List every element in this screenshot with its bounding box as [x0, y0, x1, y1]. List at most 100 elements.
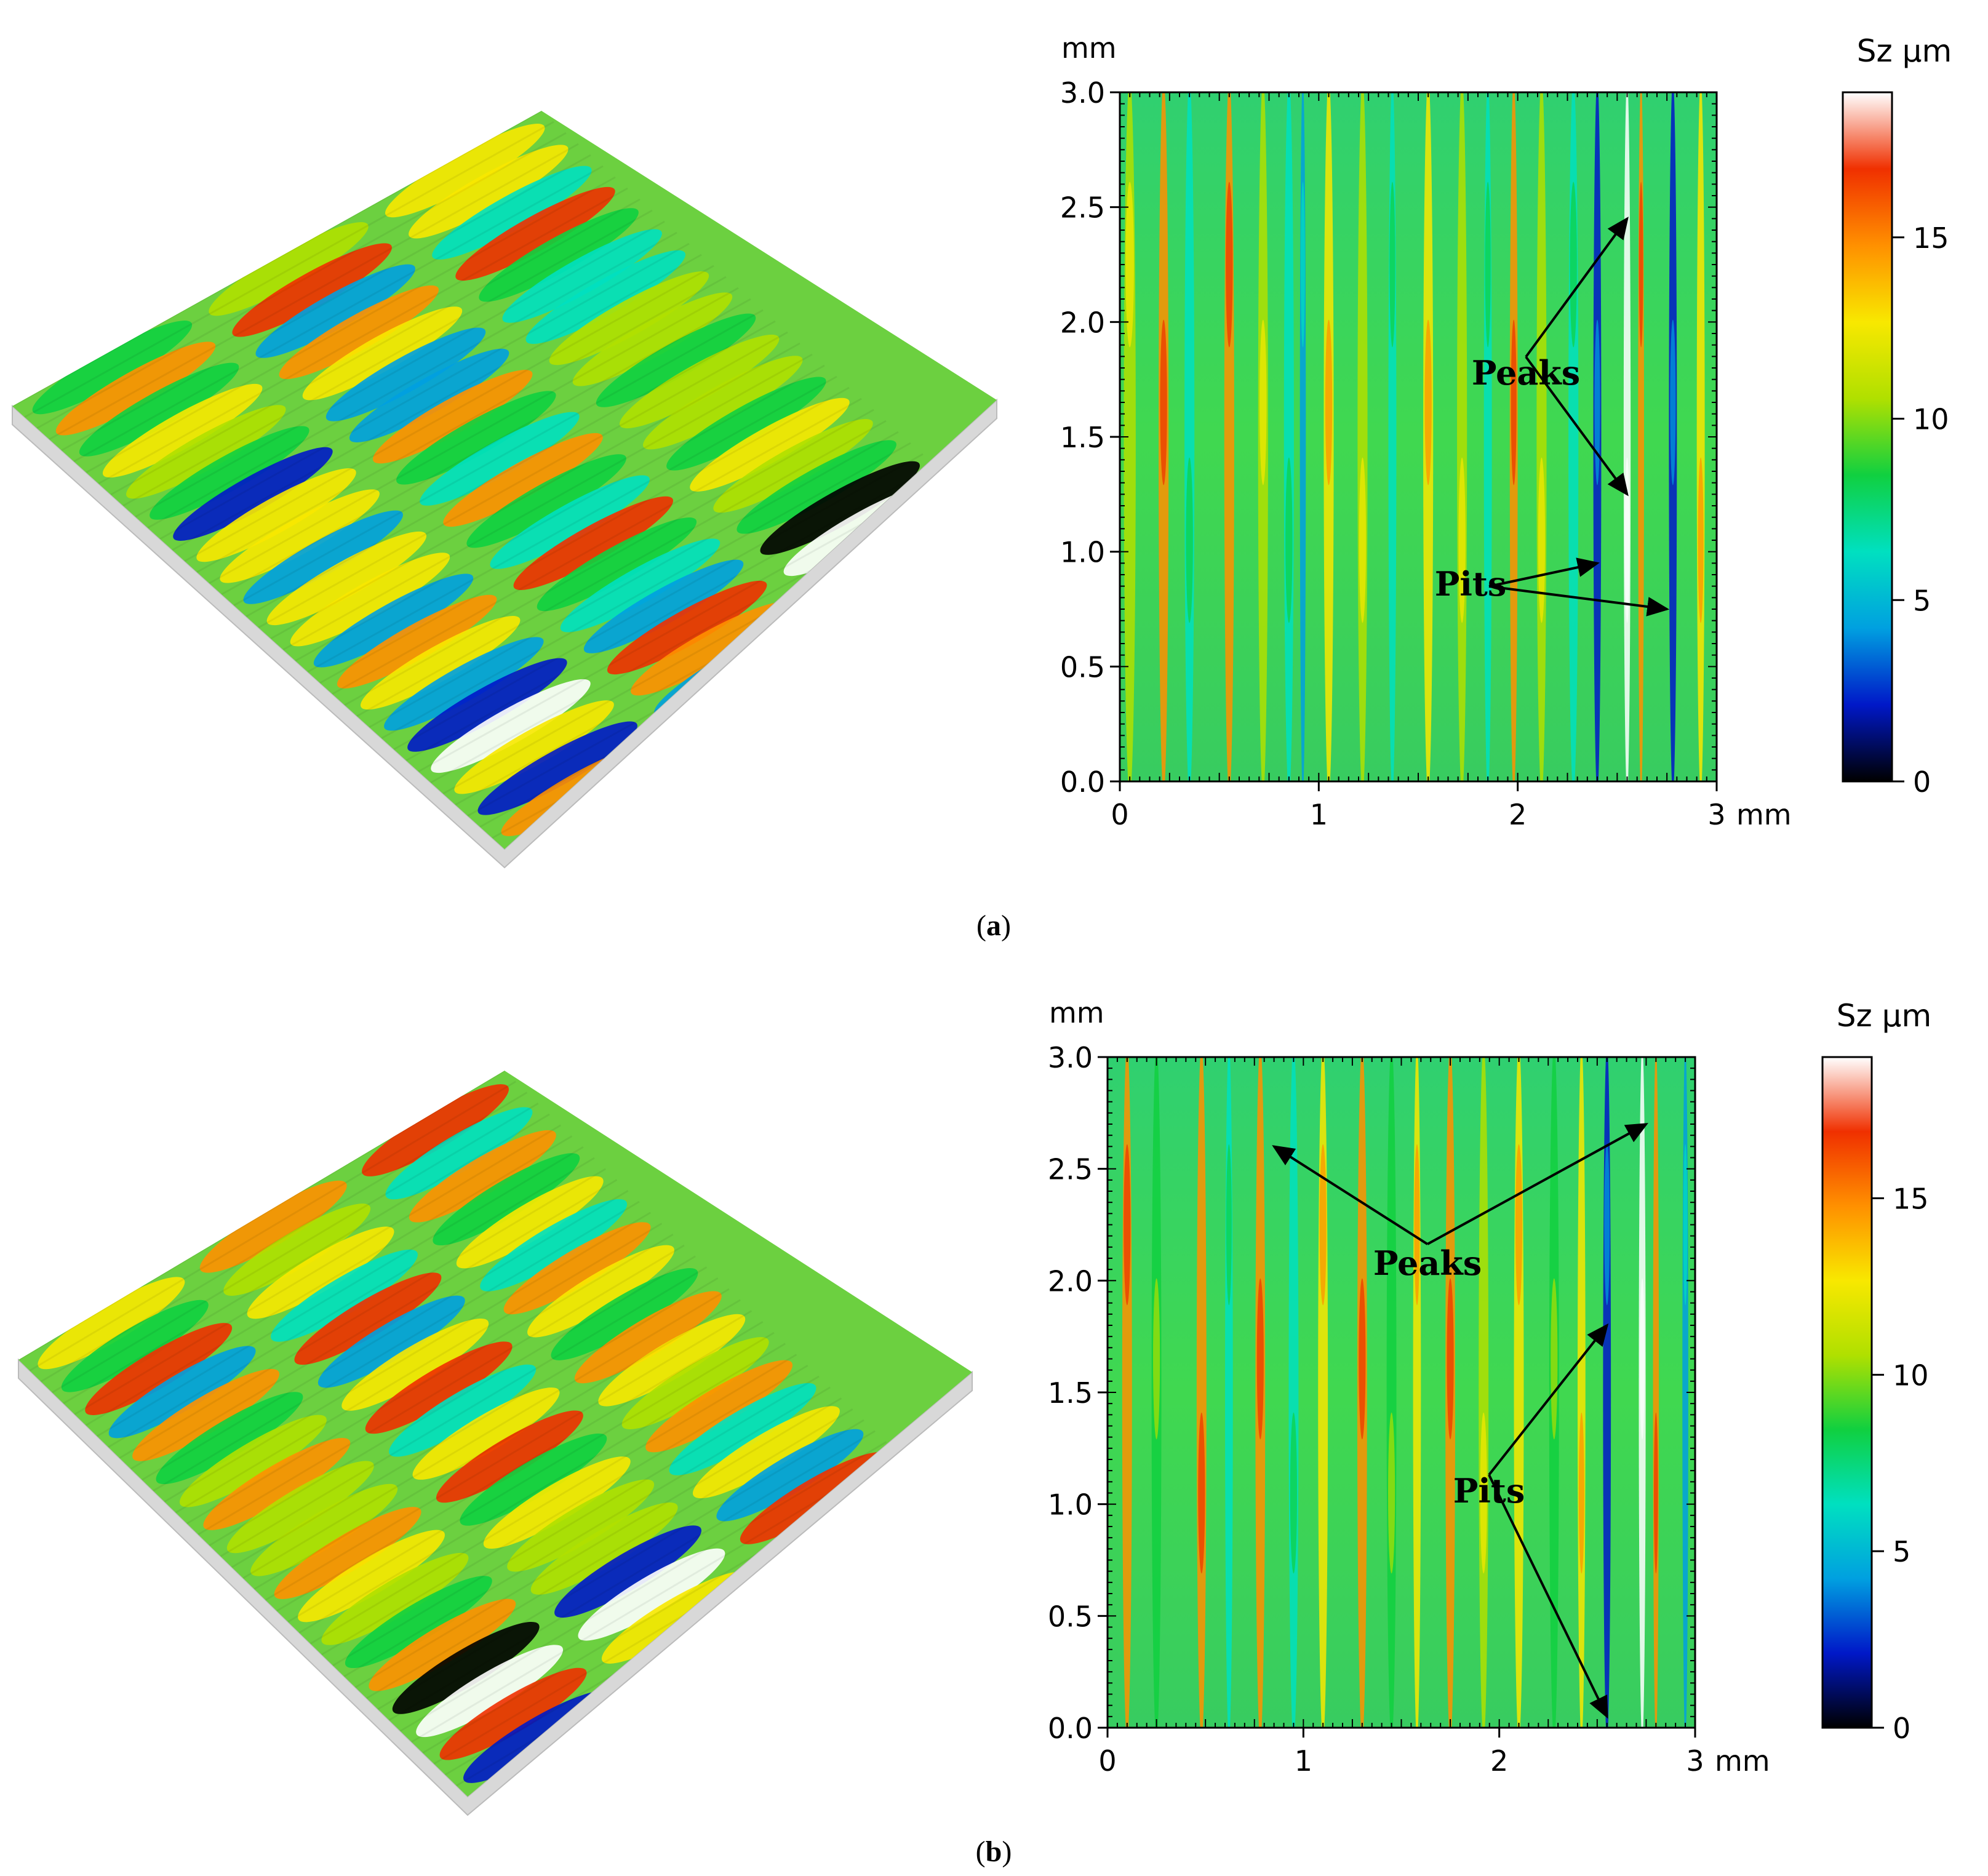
surface-shade-line: [270, 342, 800, 640]
y-axis-unit: mm: [1061, 31, 1117, 65]
surface-shade-line: [51, 1102, 539, 1394]
surface-shade-line: [86, 176, 616, 474]
colorbar-tick-label: 0: [1913, 765, 1931, 799]
surface-shade-line: [220, 1266, 708, 1557]
surface-ridge: [85, 1323, 233, 1416]
surface-shade-line: [309, 1354, 797, 1645]
heatmap-blob: [1639, 182, 1643, 348]
heatmap-blob: [1198, 1412, 1205, 1574]
surface-shade-line: [186, 1233, 674, 1525]
heatmap-blob: [1388, 1412, 1395, 1574]
surface-ridge: [247, 1226, 394, 1319]
annotation-arrow: [1488, 585, 1670, 617]
surface-ridge: [460, 1433, 607, 1526]
heatmap-stripe: [1653, 1057, 1659, 1728]
surface-shade-line: [287, 1331, 775, 1623]
surface-ridge: [325, 327, 486, 421]
surface-ridge: [362, 1084, 509, 1176]
surface-shade-line: [381, 442, 911, 740]
surface-ridge: [760, 461, 920, 555]
surface-ridge: [360, 616, 521, 710]
surface-ridge: [560, 538, 721, 633]
heatmap-stripe: [1457, 92, 1467, 781]
surface-ridge: [271, 1249, 418, 1342]
surface-shade-line: [147, 231, 677, 529]
surface-shade-line: [393, 453, 924, 751]
heatmap-stripe: [1184, 92, 1195, 781]
annotation-arrow: [1272, 1145, 1429, 1245]
surface-ridge: [412, 1387, 560, 1480]
surface-ridge: [666, 377, 826, 471]
surface-ridge: [220, 489, 380, 583]
surface-shade-line: [24, 121, 554, 418]
y-tick-label: 1.0: [1060, 536, 1105, 569]
heatmap-blob: [1359, 457, 1367, 623]
surface-shade-line: [209, 1255, 697, 1547]
colorbar-tick-label: 15: [1893, 1182, 1929, 1215]
heatmap-stripe: [1578, 1057, 1586, 1728]
surface-shade-line: [231, 1277, 719, 1568]
surface-shade-line: [354, 1397, 842, 1688]
surface-ridge: [596, 313, 756, 407]
y-tick-label: 2.0: [1048, 1264, 1093, 1298]
surface-ridge: [302, 306, 463, 401]
surface-ridge: [196, 468, 356, 562]
heatmap-blob: [1186, 457, 1193, 623]
surface-ridge: [432, 166, 592, 260]
surface-ridge: [79, 362, 239, 457]
surface-ridge: [243, 510, 403, 604]
surface-ridge: [132, 1368, 280, 1461]
surface-ridge: [209, 222, 369, 316]
surface-shade-line: [282, 353, 813, 651]
surface-shade-line: [405, 464, 936, 762]
surface-ridge: [392, 1621, 540, 1714]
surface-ridge: [321, 1552, 469, 1645]
heatmap-blob: [1640, 1278, 1645, 1440]
heatmap-background: [1120, 92, 1717, 781]
colorbar-tick-label: 5: [1913, 584, 1931, 617]
surface-ridge: [621, 1337, 769, 1429]
surface-shade-line: [18, 1071, 505, 1361]
surface-shade-line: [85, 1135, 573, 1426]
surface-shade-line: [276, 1320, 764, 1612]
surface-shade-line: [209, 287, 739, 585]
heatmap-blob: [1301, 182, 1305, 348]
surface-ridge: [266, 531, 427, 626]
heatmap-stripe: [1623, 92, 1631, 781]
colorbar-title: Sz µm: [1857, 33, 1952, 69]
surface-ridge: [349, 348, 509, 442]
surface-ridge: [598, 1314, 746, 1407]
surface-shade-line: [265, 1310, 752, 1601]
surface-ridge: [409, 1130, 556, 1223]
surface-ridge: [341, 1318, 489, 1411]
heatmap-stripe: [1283, 92, 1294, 781]
annotation-arrow: [1488, 1474, 1608, 1719]
surface-ridge: [455, 186, 615, 281]
surface-ridge: [384, 637, 544, 731]
panel-label-b: (b): [976, 1835, 1012, 1868]
surface-ridge: [466, 454, 626, 548]
surface-shade-line: [119, 1168, 607, 1459]
surface-ridge: [574, 1291, 722, 1384]
surface-ridge: [483, 1456, 631, 1549]
x-axis-unit: mm: [1736, 798, 1792, 831]
surface-ridge: [385, 1107, 533, 1200]
surface-ridge: [454, 700, 614, 794]
heatmap-blob: [1290, 1412, 1297, 1574]
height-map-b: 0.0 0.5 1.0 1.5 2.0 2.5 3.0 mm 0 1 2 3 mm Peaks Pits 0 5…: [1048, 996, 1931, 1778]
heatmap-stripe: [1696, 92, 1705, 781]
surface-ridge: [150, 426, 309, 520]
panel-label-a: (a): [976, 909, 1011, 942]
surface-ridge: [407, 658, 567, 752]
surface-ridge: [439, 1667, 587, 1760]
annotation-label-peaks: Peaks: [1373, 1243, 1482, 1283]
annotation-arrow: [1525, 217, 1629, 358]
annotation-label-pits: Pits: [1435, 564, 1506, 604]
surface-ridge: [530, 1502, 678, 1595]
surface-ridge: [502, 229, 662, 323]
heatmap-blob: [1594, 319, 1600, 485]
surface-ridge: [537, 517, 697, 612]
surface-ridge: [737, 440, 896, 534]
surface-shade-line: [61, 154, 591, 452]
surface-ridge: [692, 1406, 840, 1499]
